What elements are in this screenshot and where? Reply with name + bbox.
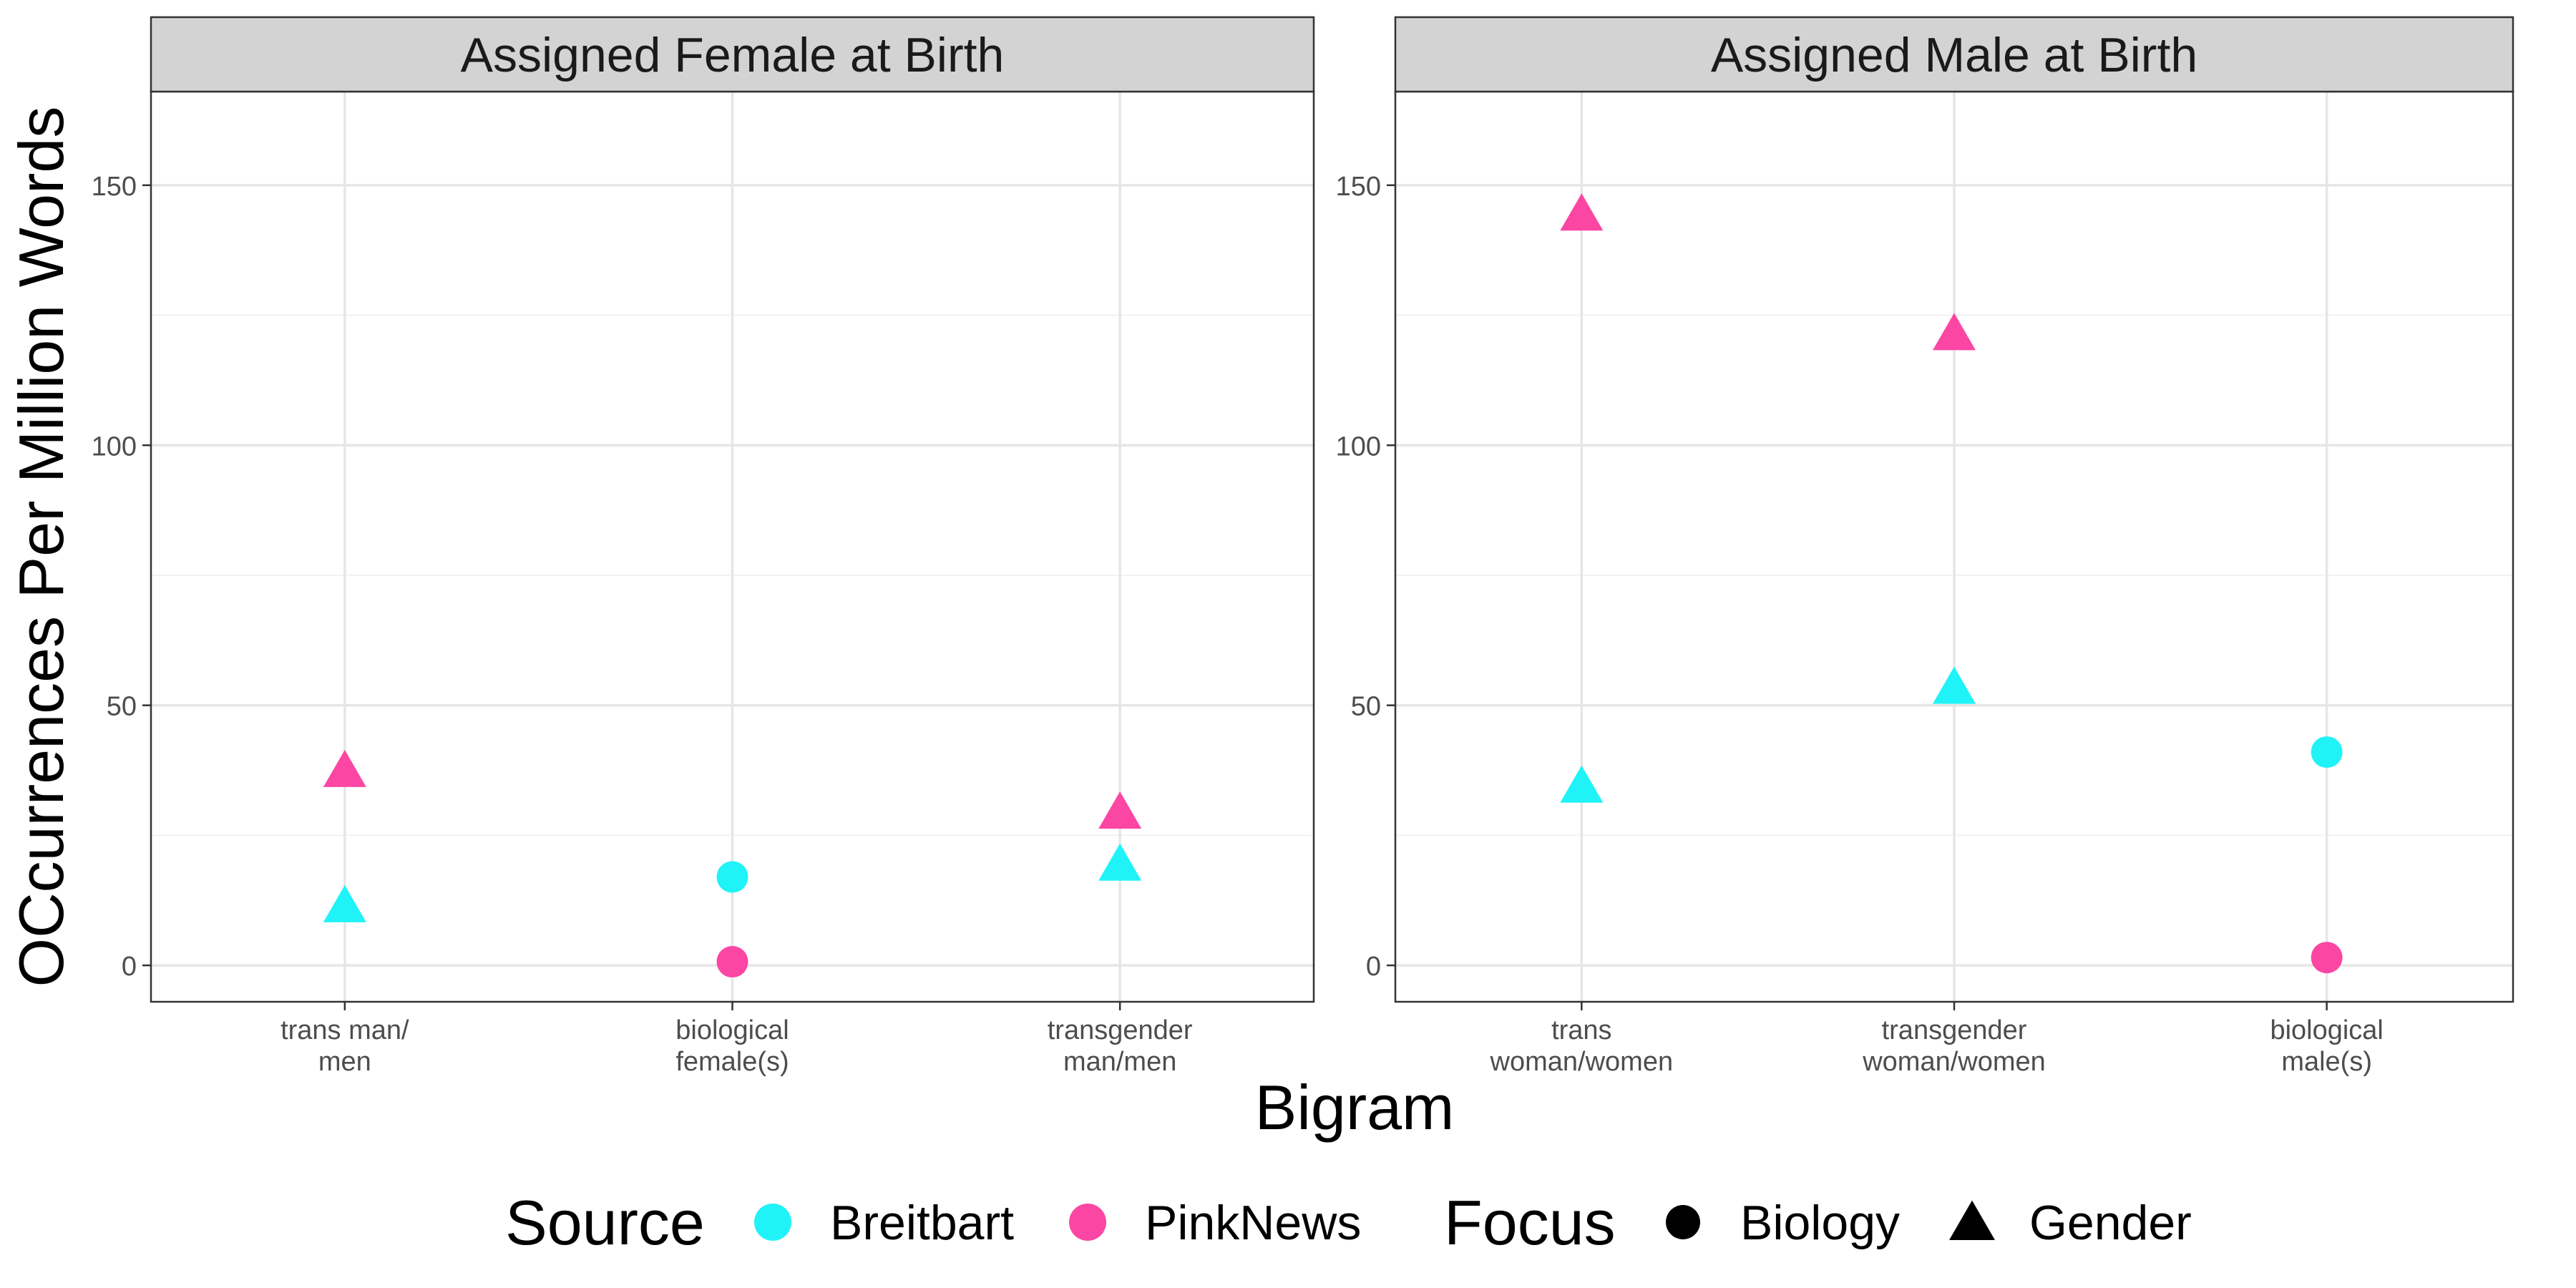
- x-tick-label-line: biological: [675, 1015, 789, 1045]
- x-tick-label-line: transgender: [1048, 1015, 1193, 1045]
- legend-label-biology: Biology: [1740, 1196, 1900, 1250]
- y-tick-label: 100: [92, 431, 137, 462]
- point-breitbart-biology: [2311, 736, 2343, 769]
- point-pinknews-gender: [1560, 193, 1604, 231]
- legend-key-breitbart: [754, 1204, 791, 1241]
- x-tick-label-line: biological: [2270, 1015, 2383, 1045]
- facet-panel-1: Assigned Female at Birth 0 50 100 150 trans m…: [92, 16, 1315, 1077]
- facet-title: Assigned Female at Birth: [461, 28, 1005, 82]
- y-tick-label: 150: [1336, 172, 1381, 202]
- x-axis-title: Bigram: [1255, 1072, 1455, 1143]
- x-tick-label-line: woman/women: [1862, 1047, 2046, 1077]
- point-breitbart-gender: [1098, 843, 1142, 881]
- x-tick-label-line: female(s): [675, 1047, 789, 1077]
- x-tick-label-line: transgender: [1882, 1015, 2027, 1045]
- y-tick-label: 0: [1366, 952, 1381, 982]
- x-tick-label: transgender man/men: [1048, 1015, 1193, 1077]
- x-tick-label-line: men: [318, 1047, 371, 1077]
- point-pinknews-biology: [2311, 942, 2343, 974]
- legend: Source Breitbart PinkNews Focus Biology Gende…: [505, 1187, 2192, 1258]
- point-breitbart-biology: [716, 861, 748, 893]
- legend-key-gender: [1949, 1200, 1995, 1241]
- y-tick-label: 100: [1336, 431, 1381, 462]
- legend-key-biology: [1666, 1205, 1700, 1239]
- y-tick-label: 0: [122, 952, 137, 982]
- x-tick-label: trans man/men: [280, 1015, 409, 1077]
- x-tick-label-line: trans man/: [280, 1015, 409, 1045]
- x-tick-label-line: man/men: [1063, 1047, 1176, 1077]
- x-tick-label: biological male(s): [2270, 1015, 2383, 1077]
- x-tick-label-line: woman/women: [1490, 1047, 1674, 1077]
- x-tick-label-line: male(s): [2281, 1047, 2372, 1077]
- legend-label-gender: Gender: [2029, 1196, 2192, 1250]
- point-pinknews-biology: [716, 946, 748, 978]
- point-breitbart-gender: [323, 884, 366, 922]
- legend-focus-title: Focus: [1444, 1187, 1616, 1258]
- y-tick-label: 50: [1351, 692, 1381, 722]
- y-tick-label: 150: [92, 172, 137, 202]
- legend-source-title: Source: [505, 1187, 705, 1258]
- x-tick-label: biological female(s): [675, 1015, 789, 1077]
- x-tick-label: transgender woman/women: [1862, 1015, 2046, 1077]
- facet-strip: [1394, 16, 2514, 93]
- point-pinknews-gender: [323, 749, 366, 787]
- point-breitbart-gender: [1933, 666, 1976, 704]
- facet-title: Assigned Male at Birth: [1711, 28, 2197, 82]
- y-axis-title: OCcurrences Per Million Words: [6, 107, 77, 987]
- facet-strip: [150, 16, 1315, 93]
- y-tick-label: 50: [107, 692, 137, 722]
- point-breitbart-gender: [1560, 765, 1604, 803]
- legend-key-pinknews: [1069, 1204, 1106, 1241]
- x-tick-label-line: trans: [1551, 1015, 1611, 1045]
- point-pinknews-gender: [1933, 313, 1976, 351]
- legend-label-pinknews: PinkNews: [1145, 1196, 1361, 1250]
- legend-label-breitbart: Breitbart: [830, 1196, 1014, 1250]
- point-pinknews-gender: [1098, 791, 1142, 829]
- x-tick-label: trans woman/women: [1490, 1015, 1674, 1077]
